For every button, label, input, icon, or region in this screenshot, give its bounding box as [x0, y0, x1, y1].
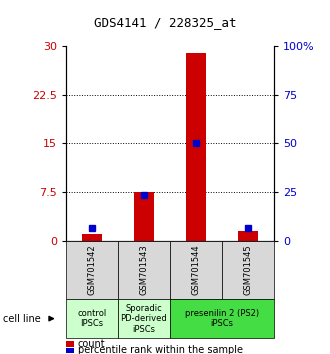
Text: cell line: cell line — [3, 314, 41, 324]
Text: GDS4141 / 228325_at: GDS4141 / 228325_at — [94, 16, 236, 29]
Text: Sporadic
PD-derived
iPSCs: Sporadic PD-derived iPSCs — [120, 304, 167, 333]
Text: GSM701544: GSM701544 — [191, 245, 200, 295]
Text: percentile rank within the sample: percentile rank within the sample — [78, 346, 243, 354]
Bar — [134, 192, 154, 241]
Text: count: count — [78, 339, 105, 349]
Bar — [185, 52, 206, 241]
Text: GSM701542: GSM701542 — [87, 245, 96, 295]
Text: GSM701543: GSM701543 — [140, 245, 148, 295]
Text: control
IPSCs: control IPSCs — [77, 309, 107, 328]
Text: GSM701545: GSM701545 — [244, 245, 252, 295]
Text: presenilin 2 (PS2)
iPSCs: presenilin 2 (PS2) iPSCs — [185, 309, 259, 328]
Bar — [82, 234, 102, 241]
Bar — [238, 231, 258, 241]
